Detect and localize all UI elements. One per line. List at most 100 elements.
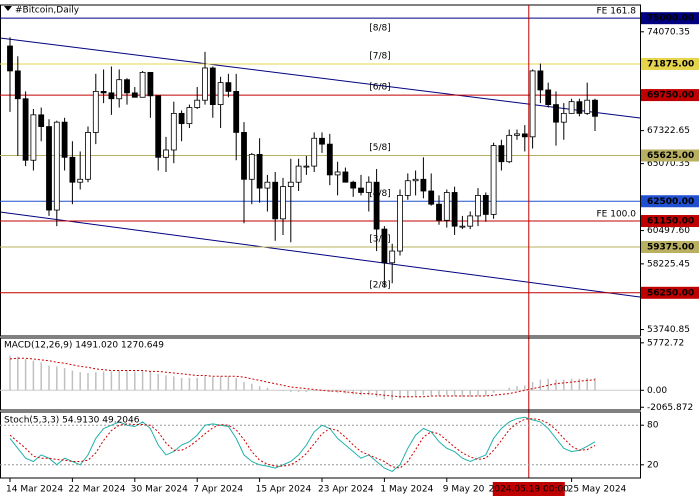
x-tick-label: 1 May 2024: [380, 485, 433, 495]
level-label: 71875.00: [647, 59, 694, 69]
macd-bar: [17, 356, 19, 391]
macd-bar: [110, 371, 113, 391]
candle-body: [381, 228, 388, 264]
candle-body: [506, 134, 513, 163]
macd-bar: [547, 378, 549, 391]
candle-body: [202, 67, 208, 101]
level-label-bg: [641, 195, 699, 208]
murrey-label: [6/8]: [369, 83, 391, 93]
x-tick-label: 9 May 20: [443, 485, 485, 495]
macd-bar: [126, 370, 128, 391]
candle-body: [358, 187, 364, 193]
candle-body: [451, 192, 458, 227]
macd-bar: [407, 390, 409, 397]
macd-bar: [555, 379, 557, 391]
candle-body: [108, 92, 115, 100]
candle-body: [560, 112, 567, 123]
macd-bar: [63, 368, 66, 391]
level-label: 59375.00: [647, 243, 694, 253]
cursor-label-bg: [492, 482, 565, 496]
candle-body: [100, 91, 107, 94]
candle-body: [436, 203, 442, 221]
macd-bar: [313, 390, 315, 392]
candle-body: [280, 186, 286, 220]
candle-body: [209, 67, 216, 105]
chart-title: #Bitcoin,Daily: [15, 6, 80, 16]
macd-bar: [329, 390, 331, 392]
x-tick-label: 22 Mar 2024: [68, 485, 125, 495]
candle-body: [69, 156, 76, 183]
candle-body: [53, 121, 60, 211]
macd-bar: [149, 371, 152, 391]
macd-bar: [469, 390, 471, 397]
macd-bar: [235, 377, 237, 391]
candle-body: [482, 194, 489, 215]
candle-body: [428, 190, 435, 205]
candle-body: [404, 180, 411, 196]
candle-body: [178, 112, 185, 125]
candle-body: [303, 165, 310, 168]
macd-bar: [368, 390, 370, 396]
candle-body: [7, 45, 13, 72]
y-tick-label: 58225.45: [647, 259, 690, 269]
macd-bar: [266, 387, 269, 391]
candle-body: [373, 181, 380, 230]
candle-body: [241, 132, 247, 180]
candle-body: [85, 132, 91, 180]
macd-bar: [102, 371, 105, 391]
macd-bar: [290, 390, 292, 392]
macd-bar: [516, 386, 518, 391]
macd-bar: [336, 390, 339, 393]
macd-bar: [360, 390, 362, 396]
candle-body: [194, 99, 201, 108]
macd-bar: [56, 366, 58, 391]
candle-body: [92, 91, 99, 133]
macd-bar: [430, 390, 432, 396]
level-label: 61150.00: [647, 217, 694, 227]
macd-bar: [188, 377, 191, 391]
x-tick-label: 25 May 2024: [568, 485, 627, 495]
candle-body: [30, 114, 37, 161]
macd-bar: [173, 376, 175, 391]
candle-body: [467, 215, 474, 227]
macd-bar: [485, 390, 487, 397]
macd-bar: [508, 387, 510, 391]
candle-body: [568, 101, 575, 114]
candle-body: [397, 194, 403, 252]
candle-body: [225, 82, 232, 92]
candle-body: [553, 104, 559, 123]
candle-body: [14, 70, 21, 100]
murrey-label: [4/8]: [369, 189, 391, 199]
candle-body: [217, 82, 224, 105]
macd-bar: [48, 365, 50, 391]
macd-bar: [578, 378, 581, 391]
macd-bar: [446, 390, 448, 396]
panel-frame: [0, 411, 641, 479]
macd-bar: [399, 390, 401, 399]
macd-bar: [212, 377, 214, 391]
macd-bar: [40, 362, 42, 391]
macd-bar: [586, 377, 588, 391]
candle-body: [287, 181, 294, 188]
level-label-bg: [641, 215, 699, 228]
y-tick-label: 67322.65: [647, 126, 690, 136]
x-tick-label: 14 Mar 2024: [6, 485, 63, 495]
level-label: 75000.00: [647, 14, 694, 24]
candle-body: [475, 194, 481, 217]
macd-bar: [305, 390, 308, 392]
y-tick-label: 65070.35: [647, 159, 690, 169]
y-tick-label: 74070.35: [647, 27, 690, 37]
macd-bar: [453, 390, 456, 397]
level-label-bg: [641, 286, 699, 299]
candle-body: [326, 143, 333, 176]
macd-bar: [165, 375, 167, 391]
macd-bar: [87, 373, 89, 391]
macd-bar: [344, 390, 347, 394]
candle-body: [350, 181, 357, 189]
candle-body: [420, 178, 427, 192]
candle-body: [365, 181, 372, 193]
candle-body: [46, 126, 52, 211]
macd-bar: [180, 377, 183, 391]
macd-bar: [9, 355, 11, 391]
